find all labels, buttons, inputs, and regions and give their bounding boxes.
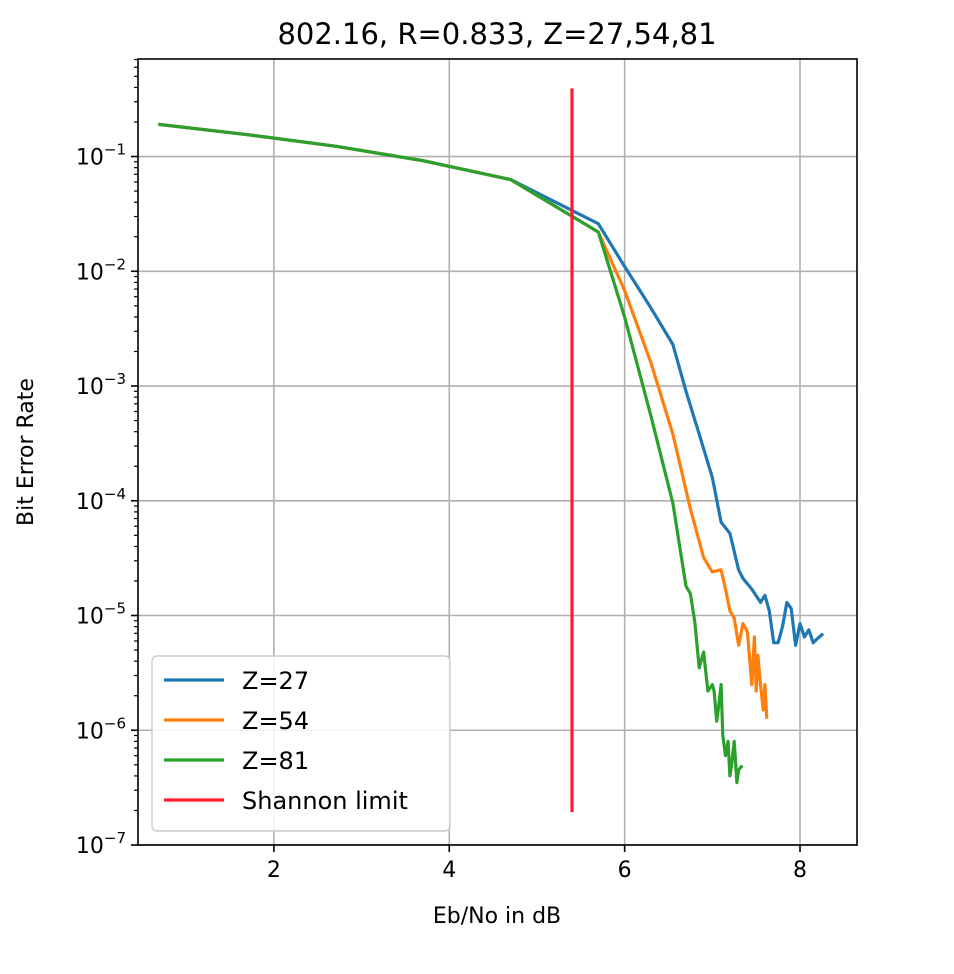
x-tick-label-3: 8 <box>793 858 807 883</box>
y-tick-label-2: 10−3 <box>76 370 126 400</box>
legend-label-shannon-limit: Shannon limit <box>242 787 408 815</box>
plot-series <box>158 88 825 813</box>
y-axis-label: Bit Error Rate <box>14 378 39 526</box>
legend-label-z-54: Z=54 <box>242 707 309 735</box>
x-axis-label: Eb/No in dB <box>433 904 561 929</box>
x-tick-label-2: 6 <box>618 858 632 883</box>
x-tick-label-1: 4 <box>442 858 456 883</box>
y-tick-label-1: 10−2 <box>76 255 126 285</box>
y-tick-label-3: 10−4 <box>76 485 126 515</box>
chart-title: 802.16, R=0.833, Z=27,54,81 <box>277 17 716 51</box>
y-tick-label-4: 10−5 <box>76 600 126 630</box>
legend-box <box>151 655 451 832</box>
plot-frame <box>137 58 858 846</box>
series-line-z-81 <box>158 122 744 785</box>
series-line-z-27 <box>158 122 825 647</box>
y-tick-label-5: 10−6 <box>76 714 126 744</box>
legend: Z=27 Z=54 Z=81 Shannon limit <box>151 655 451 832</box>
y-tick-label-0: 10−1 <box>76 141 126 171</box>
axes: 2 4 6 8 10−1 10−2 10−3 10−4 10−5 10−6 10−7 <box>76 58 858 883</box>
legend-label-z-81: Z=81 <box>242 747 309 775</box>
legend-label-z-27: Z=27 <box>242 667 309 695</box>
x-tick-label-0: 2 <box>267 858 281 883</box>
y-tick-label-6: 10−7 <box>76 829 126 859</box>
